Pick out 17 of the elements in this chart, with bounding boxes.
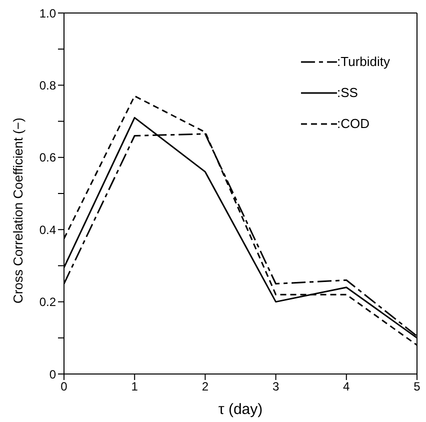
y-tick-label: 0 <box>49 367 56 382</box>
y-tick-label: 0.4 <box>39 222 56 237</box>
x-tick-label: 1 <box>131 380 138 394</box>
x-tick-label: 3 <box>272 380 280 394</box>
y-tick-label: 0.8 <box>39 78 56 92</box>
y-tick-label: 0.6 <box>39 150 56 165</box>
y-tick-label: 1.0 <box>39 6 56 20</box>
x-tick-label: 5 <box>414 380 421 394</box>
legend-label: :Turbidity <box>337 54 390 69</box>
x-axis-title: τ (day) <box>218 401 263 418</box>
x-tick-label: 4 <box>343 380 350 394</box>
legend-label: :COD <box>337 116 370 131</box>
x-tick-label: 2 <box>202 380 209 394</box>
x-tick-label: 0 <box>60 380 68 394</box>
y-axis-title: Cross Correlation Coefficient (−) <box>10 118 26 304</box>
legend-label: :SS <box>337 85 358 100</box>
y-tick-label: 0.2 <box>39 295 56 310</box>
